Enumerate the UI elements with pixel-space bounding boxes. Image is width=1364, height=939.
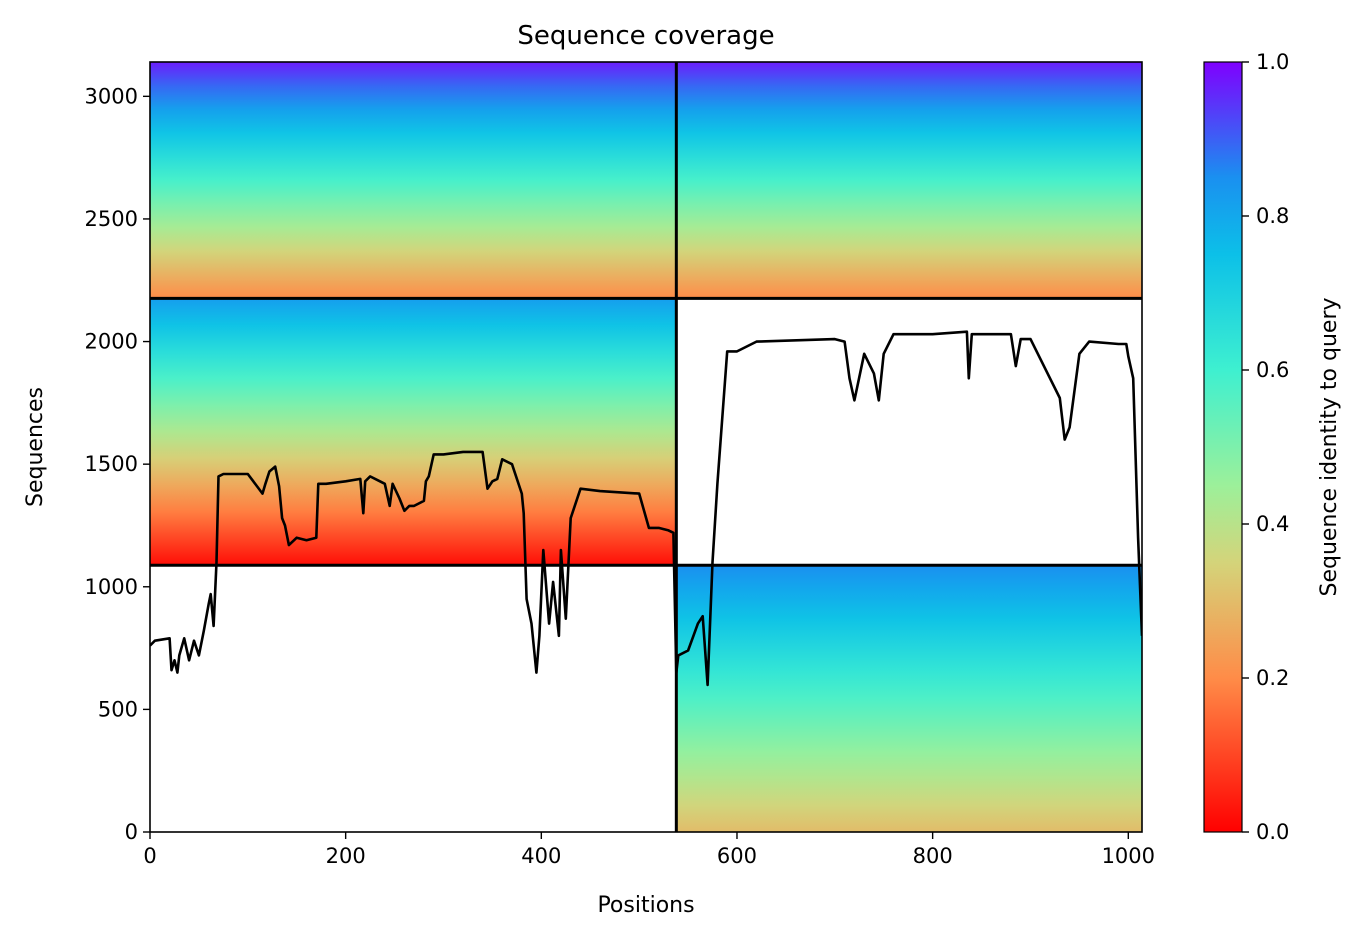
colorbar: [1203, 61, 1243, 833]
chain-dividers: [150, 62, 1142, 832]
identity-block-a-a: [150, 62, 677, 299]
x-axis-label: Positions: [597, 893, 694, 918]
x-tick-label: 0: [143, 844, 156, 868]
colorbar-tick-label: 0.2: [1256, 666, 1289, 690]
y-axis-ticks: 0 500 1000 1500 2000 2500 3000: [85, 84, 150, 844]
colorbar-tick-label: 0.0: [1256, 820, 1289, 844]
y-tick-label: 3000: [85, 84, 138, 108]
coverage-line: [150, 330, 1142, 687]
colorbar-tick-label: 0.4: [1256, 512, 1289, 536]
identity-block-fill: [676, 565, 1142, 832]
x-tick-label: 1000: [1102, 844, 1155, 868]
y-axis-label: Sequences: [23, 387, 48, 507]
identity-block-a-only: [150, 298, 677, 566]
x-tick-label: 800: [913, 844, 953, 868]
y-tick-label: 0: [125, 820, 138, 844]
chart-title: Sequence coverage: [517, 21, 774, 51]
colorbar-label: Sequence identity to query: [1317, 297, 1342, 596]
colorbar-tick-label: 0.8: [1256, 204, 1289, 228]
y-tick-label: 2500: [85, 207, 138, 231]
x-axis-ticks: 0 200 400 600 800 1000: [143, 832, 1155, 868]
identity-block-fill: [676, 62, 1142, 299]
plot-frame: [149, 61, 1143, 833]
x-tick-label: 200: [326, 844, 366, 868]
y-tick-label: 500: [98, 697, 138, 721]
colorbar-tick-label: 0.6: [1256, 358, 1289, 382]
colorbar-ticks: 0.0 0.2 0.4 0.6 0.8 1.0: [1242, 50, 1289, 844]
y-tick-label: 2000: [85, 330, 138, 354]
identity-block-fill: [150, 298, 677, 566]
identity-block-fill: [150, 62, 677, 299]
identity-block-b-only: [676, 565, 1142, 832]
y-tick-label: 1000: [85, 575, 138, 599]
identity-block-b-b: [676, 62, 1142, 299]
identity-blocks: [150, 62, 1142, 832]
y-tick-label: 1500: [85, 452, 138, 476]
x-tick-label: 400: [521, 844, 561, 868]
coverage-line-group: [150, 330, 1142, 687]
colorbar-tick-label: 1.0: [1256, 50, 1289, 74]
x-tick-label: 600: [717, 844, 757, 868]
